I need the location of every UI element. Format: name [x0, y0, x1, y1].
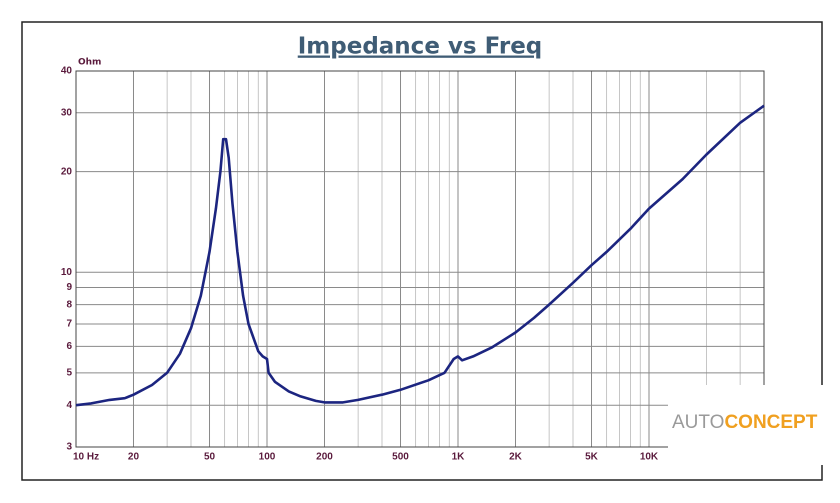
y-tick-label: 7	[66, 319, 72, 330]
y-tick-label: 10	[61, 267, 73, 278]
x-tick-label: 2K	[509, 452, 523, 463]
y-tick-label: 5	[66, 367, 72, 378]
y-tick-label: 3	[66, 442, 72, 453]
x-tick-label: 200	[316, 452, 333, 463]
x-tick-label: 5K	[585, 452, 599, 463]
plot-border	[75, 70, 765, 448]
x-tick-label: 50	[204, 452, 216, 463]
watermark-box	[668, 385, 840, 465]
x-tick-label: 100	[259, 452, 276, 463]
x-tick-label: 500	[392, 452, 409, 463]
y-tick-label: 30	[61, 107, 73, 118]
chart-title: Impedance vs Freq	[298, 34, 543, 60]
watermark: AUTOCONCEPT	[672, 412, 818, 433]
x-tick-label: 20	[128, 452, 140, 463]
y-tick-label: 4	[66, 400, 72, 411]
y-tick-label: 9	[66, 282, 72, 293]
y-tick-label: 8	[66, 299, 72, 310]
impedance-curve	[75, 104, 765, 407]
x-tick-label: 1K	[452, 452, 466, 463]
y-axis-label: Ohm	[78, 58, 101, 68]
watermark-concept: CONCEPT	[724, 412, 817, 433]
y-tick-label: 40	[61, 66, 73, 77]
x-tick-label: 10 Hz	[73, 452, 99, 463]
plot	[75, 104, 765, 407]
y-tick-label: 6	[66, 341, 72, 352]
watermark-auto: AUTO	[672, 412, 724, 433]
x-tick-label: 10K	[640, 452, 659, 463]
y-tick-label: 20	[61, 166, 73, 177]
